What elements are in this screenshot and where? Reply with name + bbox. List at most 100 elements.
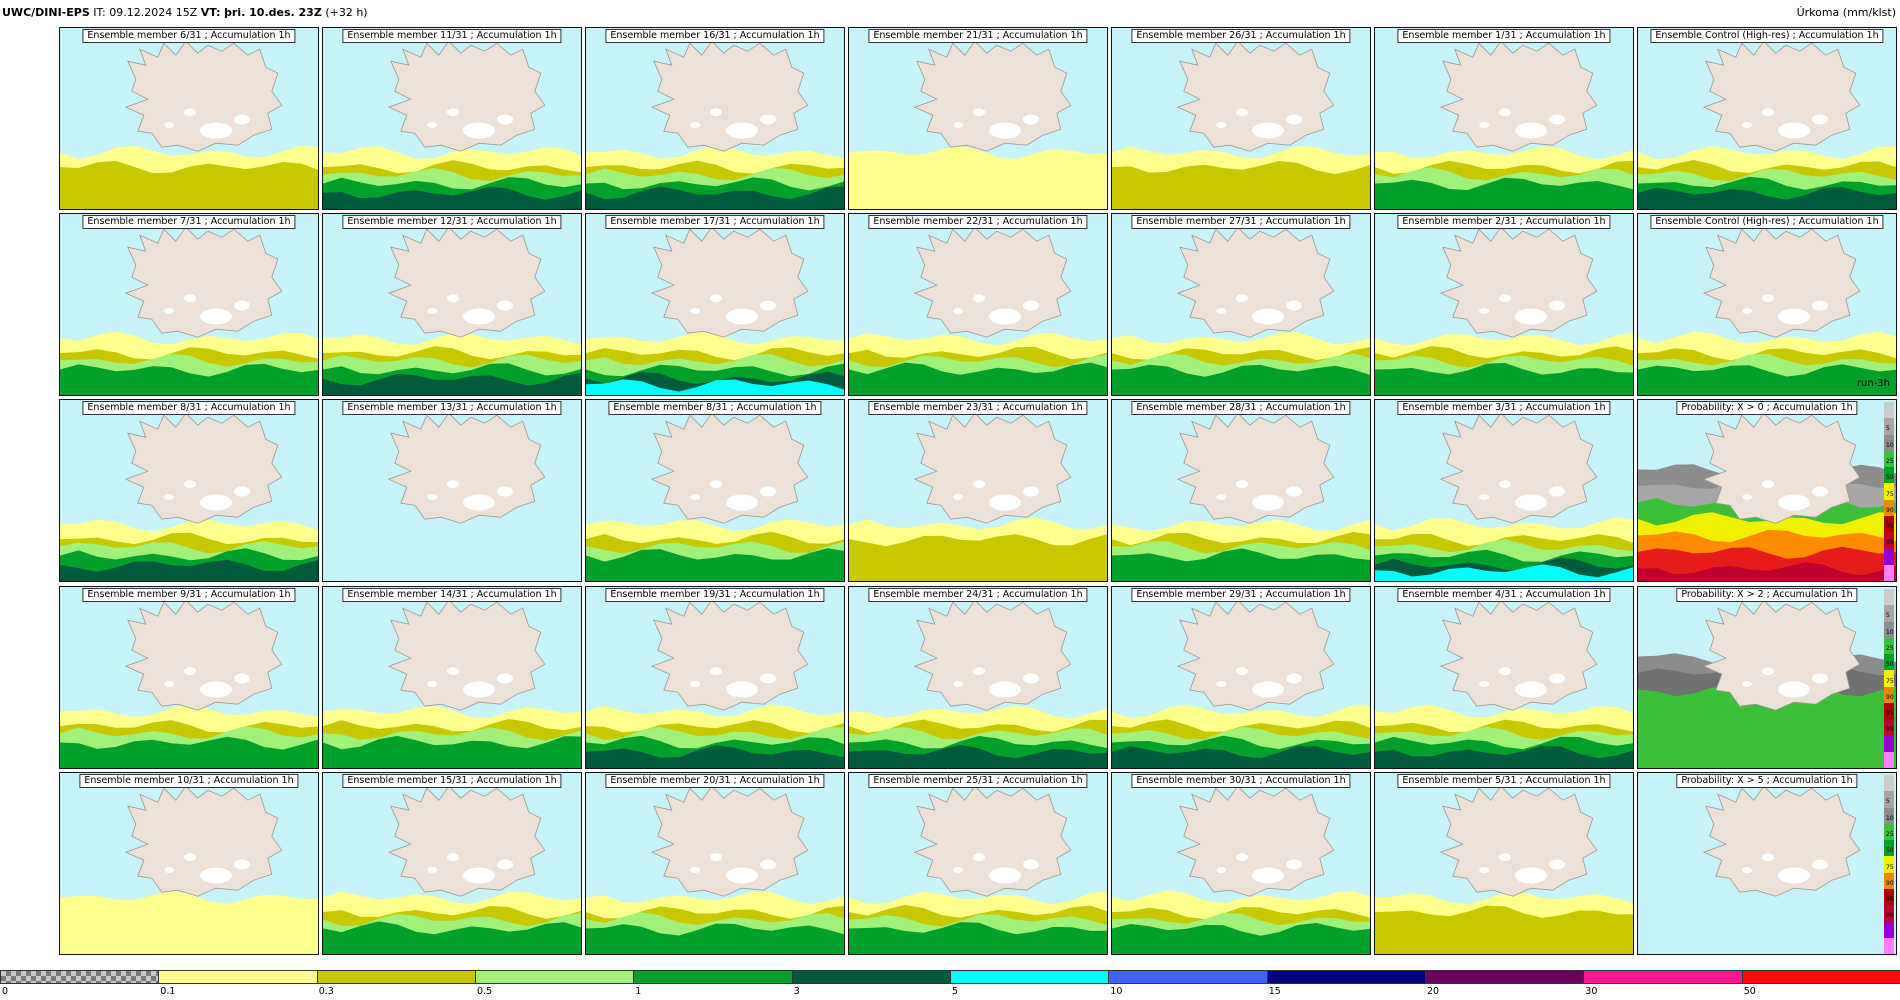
it-value: 09.12.2024 15Z	[109, 6, 198, 19]
glacier	[497, 300, 513, 311]
probability-scale-cell	[1884, 872, 1894, 890]
vt-value: þri. 10.des. 23Z	[224, 6, 322, 19]
probability-scale-tick: 90	[1886, 879, 1894, 887]
probability-scale-cell	[1884, 548, 1894, 566]
glacier	[690, 867, 701, 873]
glacier	[973, 853, 985, 862]
glacier	[1499, 294, 1511, 303]
map-panel: Ensemble member 20/31 ; Accumulation 1h	[585, 772, 845, 955]
glacier	[726, 681, 758, 698]
map-panel: Ensemble member 7/31 ; Accumulation 1h	[59, 213, 319, 396]
glacier	[200, 494, 232, 511]
glacier	[760, 673, 776, 684]
map-panel: Ensemble member 19/31 ; Accumulation 1h	[585, 586, 845, 769]
glacier	[1549, 673, 1565, 684]
glacier	[690, 122, 701, 128]
glacier	[1499, 480, 1511, 489]
glacier	[1479, 681, 1490, 687]
glacier	[1286, 673, 1302, 684]
precip-map	[60, 599, 318, 768]
probability-scale: 5 10 25 50 75 90 95 99	[1884, 775, 1894, 954]
precip-map	[586, 412, 844, 581]
precip-band	[1375, 177, 1633, 209]
map-panel: Ensemble member 29/31 ; Accumulation 1h	[1111, 586, 1371, 769]
glacier	[953, 681, 964, 687]
glacier	[710, 108, 722, 117]
panel-title: Ensemble member 11/31 ; Accumulation 1h	[342, 29, 562, 43]
color-legend: 0 0.1 0.3 0.5 1 3 5 10 15 20 30 50	[0, 970, 1900, 1000]
precip-map	[1375, 785, 1633, 954]
precip-band	[849, 534, 1107, 581]
probability-scale-cell	[1884, 637, 1894, 655]
map-panel: Ensemble member 10/31 ; Accumulation 1h	[59, 772, 319, 955]
glacier	[953, 122, 964, 128]
glacier	[1515, 681, 1547, 698]
glacier	[1252, 494, 1284, 511]
glacier	[234, 114, 250, 125]
probability-scale-cell	[1884, 621, 1894, 639]
probability-scale-tick: 5	[1886, 425, 1890, 433]
precip-map	[1638, 226, 1896, 395]
glacier	[1286, 859, 1302, 870]
panel-title: Ensemble member 25/31 ; Accumulation 1h	[868, 774, 1088, 788]
glacier	[1252, 867, 1284, 884]
probability-scale-cell	[1884, 467, 1894, 484]
glacier	[973, 294, 985, 303]
panel-title: Ensemble member 23/31 ; Accumulation 1h	[868, 401, 1088, 415]
glacier	[1236, 108, 1248, 117]
glacier	[234, 300, 250, 311]
glacier	[1778, 308, 1810, 325]
panel-title: Ensemble member 15/31 ; Accumulation 1h	[342, 774, 562, 788]
legend-cell	[1583, 970, 1743, 984]
legend-tick-label: 50	[1743, 986, 1756, 997]
panel-title: Ensemble member 19/31 ; Accumulation 1h	[605, 588, 825, 602]
probability-scale-cell	[1884, 605, 1894, 623]
glacier	[953, 494, 964, 500]
map-panel: Ensemble member 14/31 ; Accumulation 1h	[322, 586, 582, 769]
glacier	[1216, 122, 1227, 128]
glacier	[1216, 494, 1227, 500]
probability-scale-cell	[1884, 888, 1894, 906]
glacier	[234, 486, 250, 497]
glacier	[1479, 494, 1490, 500]
glacier	[1286, 486, 1302, 497]
probability-scale-cell	[1884, 840, 1894, 857]
glacier	[1762, 108, 1774, 117]
glacier	[200, 867, 232, 884]
glacier	[200, 308, 232, 325]
probability-scale-tick: 99	[1886, 726, 1894, 734]
map-panel: Ensemble Control (High-res) ; Accumulati…	[1637, 213, 1897, 396]
glacier	[447, 480, 459, 489]
map-panel: Ensemble member 27/31 ; Accumulation 1h	[1111, 213, 1371, 396]
precip-band	[60, 736, 318, 768]
map-panel: Ensemble member 23/31 ; Accumulation 1h	[848, 399, 1108, 582]
map-panel: Ensemble member 3/31 ; Accumulation 1h	[1374, 399, 1634, 582]
glacier	[726, 122, 758, 139]
glacier	[1023, 673, 1039, 684]
run-label: run-3h	[1856, 378, 1890, 389]
glacier	[184, 294, 196, 303]
glacier	[1812, 859, 1828, 870]
glacier	[164, 681, 175, 687]
glacier	[200, 681, 232, 698]
probability-scale-tick: 5	[1886, 798, 1890, 806]
probability-scale-cell	[1884, 483, 1894, 501]
glacier	[1236, 480, 1248, 489]
glacier	[463, 494, 495, 511]
glacier	[1549, 114, 1565, 125]
map-panel: Ensemble member 16/31 ; Accumulation 1h	[585, 27, 845, 210]
precip-map	[586, 226, 844, 395]
glacier	[760, 859, 776, 870]
glacier	[497, 859, 513, 870]
panel-title: Ensemble member 20/31 ; Accumulation 1h	[605, 774, 825, 788]
legend-cell	[950, 970, 1110, 984]
glacier	[427, 122, 438, 128]
legend-tick-label: 0.3	[318, 986, 334, 997]
glacier	[1252, 308, 1284, 325]
glacier	[184, 853, 196, 862]
panel-title: Ensemble member 14/31 ; Accumulation 1h	[342, 588, 562, 602]
map-panel: Ensemble member 30/31 ; Accumulation 1h	[1111, 772, 1371, 955]
probability-scale-cell	[1884, 702, 1894, 720]
precip-band	[586, 923, 844, 954]
panel-title: Probability: X > 2 ; Accumulation 1h	[1676, 588, 1858, 602]
